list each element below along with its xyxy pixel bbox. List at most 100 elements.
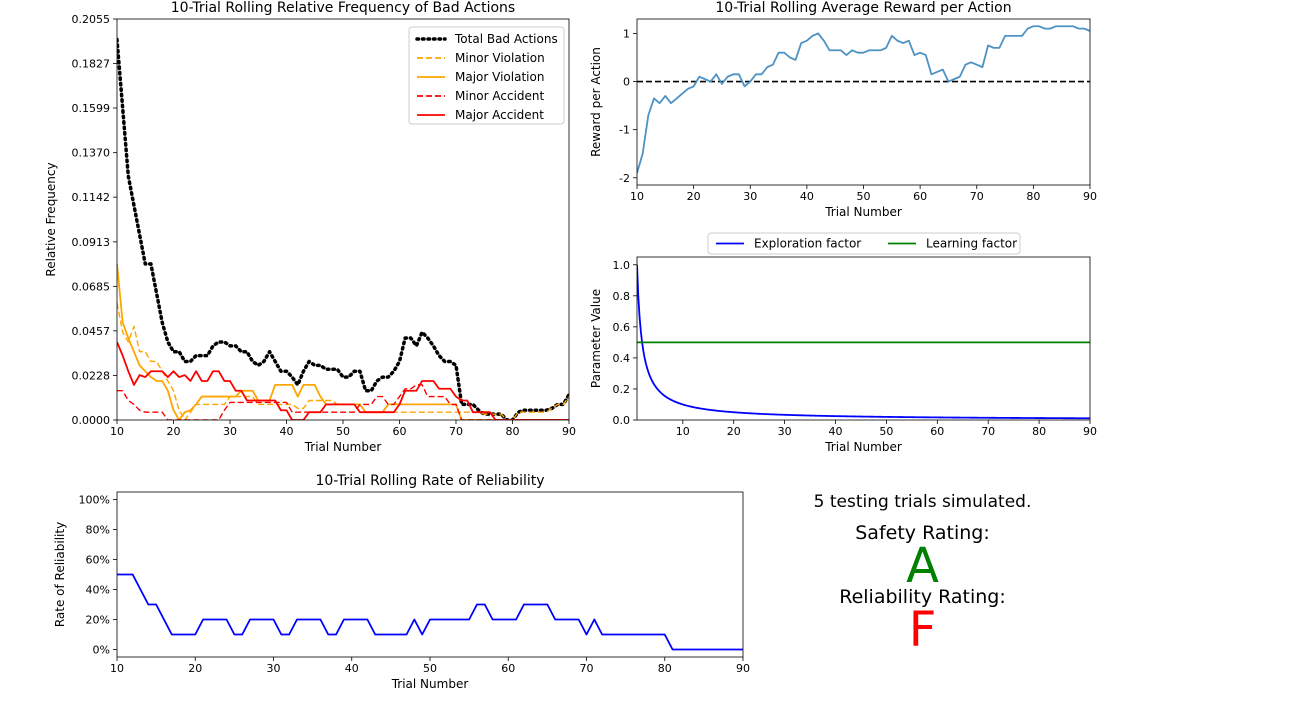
- y-tick-label: 0.0913: [72, 236, 111, 249]
- y-tick-label: 60%: [86, 554, 110, 567]
- series-line-3: [117, 384, 569, 420]
- x-tick-label: 70: [981, 425, 995, 438]
- x-tick-label: 80: [658, 662, 672, 675]
- x-tick-label: 60: [930, 425, 944, 438]
- x-tick-label: 50: [857, 190, 871, 203]
- safety-rating-grade: A: [906, 538, 939, 594]
- legend-label-0: Exploration factor: [754, 237, 861, 251]
- series-line-0: [117, 573, 743, 651]
- chart-title: 10-Trial Rolling Average Reward per Acti…: [715, 0, 1011, 16]
- legend: Exploration factor Learning factor: [707, 232, 1021, 255]
- x-tick-label: 40: [800, 190, 814, 203]
- y-tick-label: 0.1370: [72, 147, 111, 160]
- x-tick-label: 40: [345, 662, 359, 675]
- x-axis-label: Trial Number: [824, 205, 902, 219]
- legend-box: [408, 26, 565, 125]
- y-tick-label: 0.0685: [72, 280, 111, 293]
- x-tick-label: 40: [280, 425, 294, 438]
- x-tick-label: 30: [778, 425, 792, 438]
- y-tick-label: 0.2: [613, 383, 631, 396]
- legend-label-4: Major Accident: [455, 108, 544, 122]
- chart-title: 10-Trial Rolling Relative Frequency of B…: [171, 0, 515, 16]
- chart-3: 10 20 30 40 50 60 70 80 90 0% 20% 40% 60% 80% 100% 10-T…: [53, 473, 750, 691]
- legend-label-3: Minor Accident: [455, 89, 545, 103]
- legend-label-1: Learning factor: [926, 237, 1017, 251]
- plot-frame: [116, 491, 744, 658]
- x-tick-label: 20: [727, 425, 741, 438]
- x-tick-label: 10: [110, 425, 124, 438]
- x-tick-label: 60: [501, 662, 515, 675]
- x-tick-label: 90: [736, 662, 750, 675]
- reliability-rating-label: Reliability Rating:: [839, 586, 1006, 608]
- y-tick-label: 0: [623, 76, 630, 89]
- x-tick-label: 90: [562, 425, 576, 438]
- y-tick-label: 0.0000: [72, 414, 111, 427]
- reliability-rating-grade: F: [908, 602, 937, 658]
- chart-title: 10-Trial Rolling Rate of Reliability: [315, 473, 544, 489]
- y-tick-label: 0.0457: [72, 325, 111, 338]
- series-line-4: [117, 341, 569, 420]
- x-tick-label: 30: [743, 190, 757, 203]
- x-tick-label: 50: [423, 662, 437, 675]
- y-tick-label: 20%: [86, 614, 110, 627]
- x-tick-label: 20: [188, 662, 202, 675]
- x-tick-label: 70: [580, 662, 594, 675]
- x-axis-label: Trial Number: [391, 677, 469, 691]
- legend: Total Bad Actions Minor Violation Major Vi…: [408, 26, 565, 125]
- chart-0: 10 20 30 40 50 60 70 80 90 0.0000 0.0228 0.0457 0.06…: [44, 0, 576, 454]
- y-tick-label: 0.0: [613, 414, 631, 427]
- x-tick-label: 10: [110, 662, 124, 675]
- x-tick-label: 30: [267, 662, 281, 675]
- series-line-0: [637, 264, 1090, 420]
- y-tick-label: 0%: [93, 644, 110, 657]
- y-axis-label: Relative Frequency: [44, 162, 58, 276]
- y-tick-label: 100%: [79, 494, 110, 507]
- x-tick-label: 70: [449, 425, 463, 438]
- y-axis-label: Rate of Reliability: [53, 522, 67, 627]
- x-tick-label: 40: [829, 425, 843, 438]
- y-tick-label: 0.4: [613, 352, 631, 365]
- chart-2: 10 20 30 40 50 60 70 80 90 0.0 0.2 0.4 0.6 0.8 1.0 Tria…: [589, 232, 1097, 454]
- plot-frame: [116, 18, 570, 421]
- x-tick-label: 20: [167, 425, 181, 438]
- x-axis-label: Trial Number: [824, 440, 902, 454]
- safety-rating-label: Safety Rating:: [855, 522, 990, 544]
- series-line-2: [117, 263, 569, 420]
- chart-1: 10 20 30 40 50 60 70 80 90 -2 -1 0 1 10-Trial Rolling…: [589, 0, 1097, 219]
- rating-summary: 5 testing trials simulated. Safety Ratin…: [790, 490, 1055, 654]
- y-axis-label: Parameter Value: [589, 289, 603, 388]
- y-tick-label: 0.1142: [72, 191, 111, 204]
- y-tick-label: 80%: [86, 524, 110, 537]
- y-tick-label: 0.0228: [72, 370, 111, 383]
- legend-label-2: Major Violation: [455, 70, 544, 84]
- y-tick-label: 1.0: [613, 259, 631, 272]
- y-tick-label: 1: [623, 27, 630, 40]
- legend-box: [707, 232, 1021, 255]
- plot-frame: [636, 18, 1091, 186]
- x-tick-label: 80: [1032, 425, 1046, 438]
- y-tick-label: 0.1827: [72, 57, 111, 70]
- x-tick-label: 10: [676, 425, 690, 438]
- x-tick-label: 60: [913, 190, 927, 203]
- x-tick-label: 50: [879, 425, 893, 438]
- x-tick-label: 10: [630, 190, 644, 203]
- legend-label-0: Total Bad Actions: [454, 32, 558, 46]
- x-axis-label: Trial Number: [304, 440, 382, 454]
- y-tick-label: 0.8: [613, 290, 631, 303]
- plot-frame: [636, 256, 1091, 421]
- y-tick-label: 40%: [86, 584, 110, 597]
- y-tick-label: -2: [619, 172, 630, 185]
- x-tick-label: 80: [506, 425, 520, 438]
- y-tick-label: 0.2055: [72, 13, 111, 26]
- y-tick-label: 0.1599: [72, 102, 111, 115]
- x-tick-label: 80: [1026, 190, 1040, 203]
- x-tick-label: 30: [223, 425, 237, 438]
- x-tick-label: 70: [970, 190, 984, 203]
- y-tick-label: -1: [619, 124, 630, 137]
- legend-label-1: Minor Violation: [455, 51, 545, 65]
- x-tick-label: 20: [687, 190, 701, 203]
- x-tick-label: 90: [1083, 425, 1097, 438]
- x-tick-label: 60: [393, 425, 407, 438]
- x-tick-label: 90: [1083, 190, 1097, 203]
